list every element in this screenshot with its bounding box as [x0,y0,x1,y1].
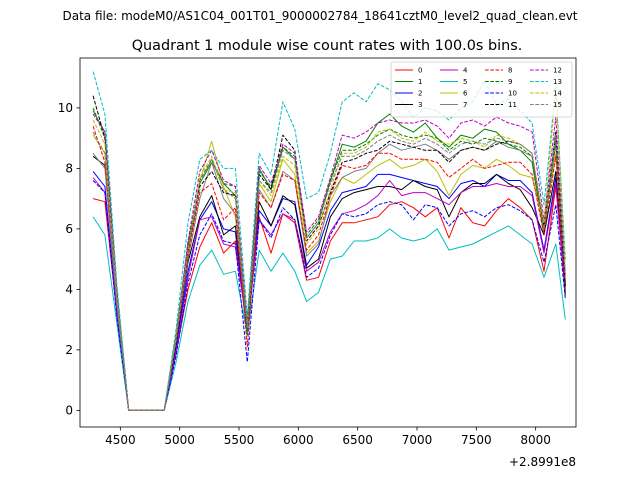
chart-title: Quadrant 1 module wise count rates with … [132,38,523,54]
legend-label-11: 11 [508,101,517,109]
y-tick-label: 4 [65,283,73,297]
series-line-13 [92,71,566,411]
legend-label-9: 9 [508,78,512,86]
legend-label-15: 15 [553,101,562,109]
y-tick-label: 0 [65,404,73,418]
legend-label-14: 14 [553,90,562,98]
y-tick-label: 6 [65,222,73,236]
y-axis: 0 2 4 6 8 10 [58,101,80,418]
x-tick-label: 4500 [105,433,136,447]
x-tick-label: 7000 [402,433,433,447]
x-tick-label: 5500 [224,433,255,447]
series-line-9 [92,107,566,411]
legend-label-10: 10 [508,90,517,98]
x-tick-label: 7500 [461,433,492,447]
y-tick-label: 8 [65,162,73,176]
legend-label-12: 12 [553,67,562,75]
legend-label-5: 5 [463,78,467,86]
series-line-14 [92,89,566,411]
plot-frame [79,57,577,428]
x-tick-label: 8000 [520,433,551,447]
series-line-10 [92,180,566,411]
x-axis: 4500 5000 5500 6000 6500 7000 7500 8000 [105,427,551,447]
series-line-8 [92,125,566,411]
x-offset-text: +2.8991e8 [509,455,576,469]
legend-label-3: 3 [418,101,422,109]
legend-label-4: 4 [463,67,468,75]
legend-label-7: 7 [463,101,467,109]
legend-box [390,61,573,118]
y-tick-label: 10 [58,101,73,115]
x-tick-label: 5000 [164,433,195,447]
series-line-15 [92,131,566,411]
series-line-4 [92,177,566,411]
figure-suptitle: Data file: modeM0/AS1C04_001T01_90000027… [62,9,577,23]
legend-label-8: 8 [508,67,512,75]
x-tick-label: 6500 [342,433,373,447]
legend-label-6: 6 [463,90,468,98]
series-line-12 [92,113,566,411]
y-tick-label: 2 [65,343,73,357]
series-line-5 [92,216,566,411]
x-tick-label: 6000 [283,433,314,447]
legend-label-13: 13 [553,78,562,86]
legend-label-2: 2 [418,90,422,98]
series-layer [92,71,566,411]
legend-label-1: 1 [418,78,422,86]
legend-label-0: 0 [418,67,422,75]
